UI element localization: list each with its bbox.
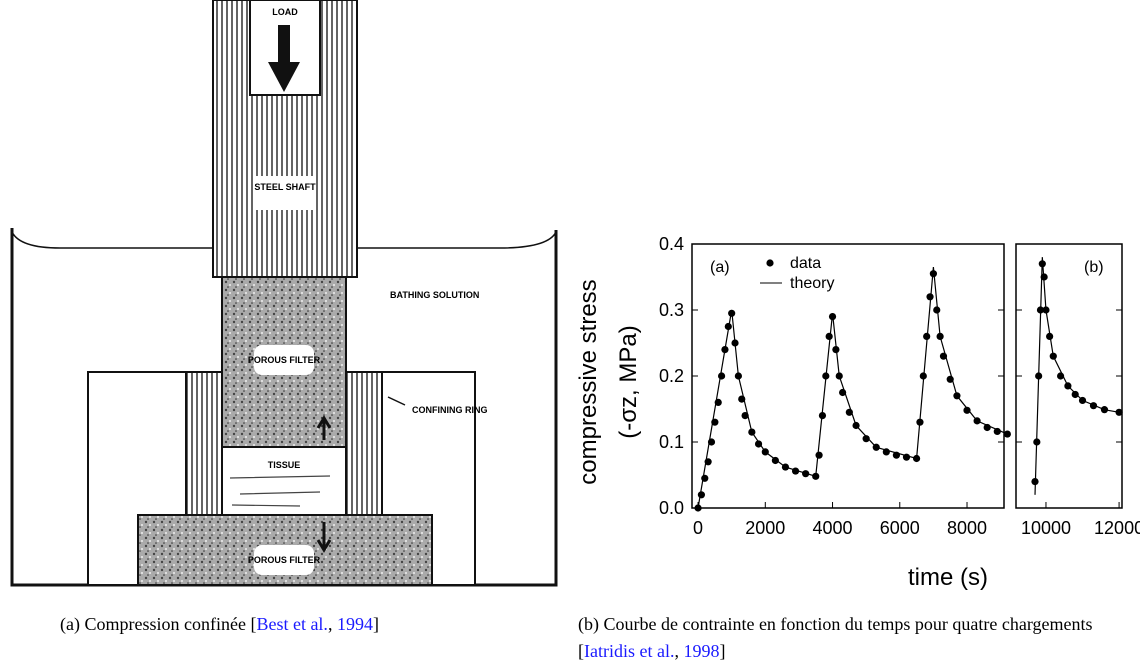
legend-label: data [790, 255, 821, 272]
x-tick-label: 4000 [813, 518, 853, 538]
diagram: LOAD STEEL SHAFT BATHING SOLUTION POROUS… [10, 0, 558, 587]
caption-text: Compression confinée [ [84, 614, 257, 634]
y-axis-label: (-σz, MPa) [615, 325, 642, 438]
x-tick-label: 10000 [1021, 518, 1071, 538]
caption-text: , [674, 641, 684, 661]
data-point [926, 293, 934, 301]
diagram-label: POROUS FILTER [248, 555, 321, 565]
caption-text: , [327, 614, 337, 634]
panel-label: (b) [1084, 259, 1104, 276]
y-tick-label: 0.4 [659, 234, 684, 254]
data-point [825, 332, 833, 340]
citation-link[interactable]: 1994 [336, 614, 373, 634]
x-tick-label: 8000 [947, 518, 987, 538]
caption-a: (a) Compression confinée [Best et al., 1… [60, 611, 379, 638]
citation-link[interactable]: Iatridis et al. [584, 641, 675, 661]
y-tick-label: 0.1 [659, 432, 684, 452]
figure: LOAD STEEL SHAFT BATHING SOLUTION POROUS… [10, 0, 1140, 591]
plot: 0 2000 4000 6000 8000 0.0 0.1 0.2 0.3 0.4 (a) data t… [575, 234, 1140, 591]
data-point [963, 406, 971, 414]
y-tick-label: 0.0 [659, 498, 684, 518]
y-tick-label: 0.2 [659, 366, 684, 386]
x-tick-label: 6000 [880, 518, 920, 538]
caption-label: (a) [60, 614, 80, 634]
data-point [717, 372, 726, 380]
theory-line [1034, 257, 1120, 495]
diagram-label: LOAD [272, 7, 298, 17]
data-point [993, 427, 1001, 436]
caption-text: ] [719, 641, 726, 661]
plot-frame [1015, 243, 1123, 509]
legend-marker [766, 259, 774, 267]
x-tick-label: 0 [693, 518, 703, 538]
x-axis-label: time (s) [908, 564, 988, 591]
caption-text: Courbe de contrainte en fonction du temp… [578, 614, 1093, 661]
data-point [754, 440, 763, 448]
diagram-label: CONFINING RING [412, 405, 488, 415]
legend-label: theory [790, 275, 834, 292]
data-point [923, 332, 931, 340]
y-axis-label: compressive stress [575, 279, 602, 484]
x-tick-label: 12000 [1094, 518, 1140, 538]
data-point [933, 306, 941, 314]
caption-label: (b) [578, 614, 599, 634]
data-point [862, 435, 870, 443]
diagram-label: STEEL SHAFT [254, 182, 316, 192]
diagram-label: BATHING SOLUTION [390, 290, 479, 300]
panel-label: (a) [710, 259, 730, 276]
data-point [697, 491, 706, 499]
diagram-label: POROUS FILTER [248, 355, 321, 365]
y-tick-label: 0.3 [659, 300, 684, 320]
x-tick-label: 2000 [745, 518, 785, 538]
data-point [1071, 390, 1079, 399]
citation-link[interactable]: Best et al. [256, 614, 328, 634]
citation-link[interactable]: 1998 [683, 641, 720, 661]
data-point [815, 451, 823, 459]
caption-text: ] [372, 614, 379, 634]
theory-line [697, 267, 1008, 509]
caption-b: (b) Courbe de contrainte en fonction du … [578, 611, 1138, 665]
diagram-label: TISSUE [268, 460, 301, 470]
